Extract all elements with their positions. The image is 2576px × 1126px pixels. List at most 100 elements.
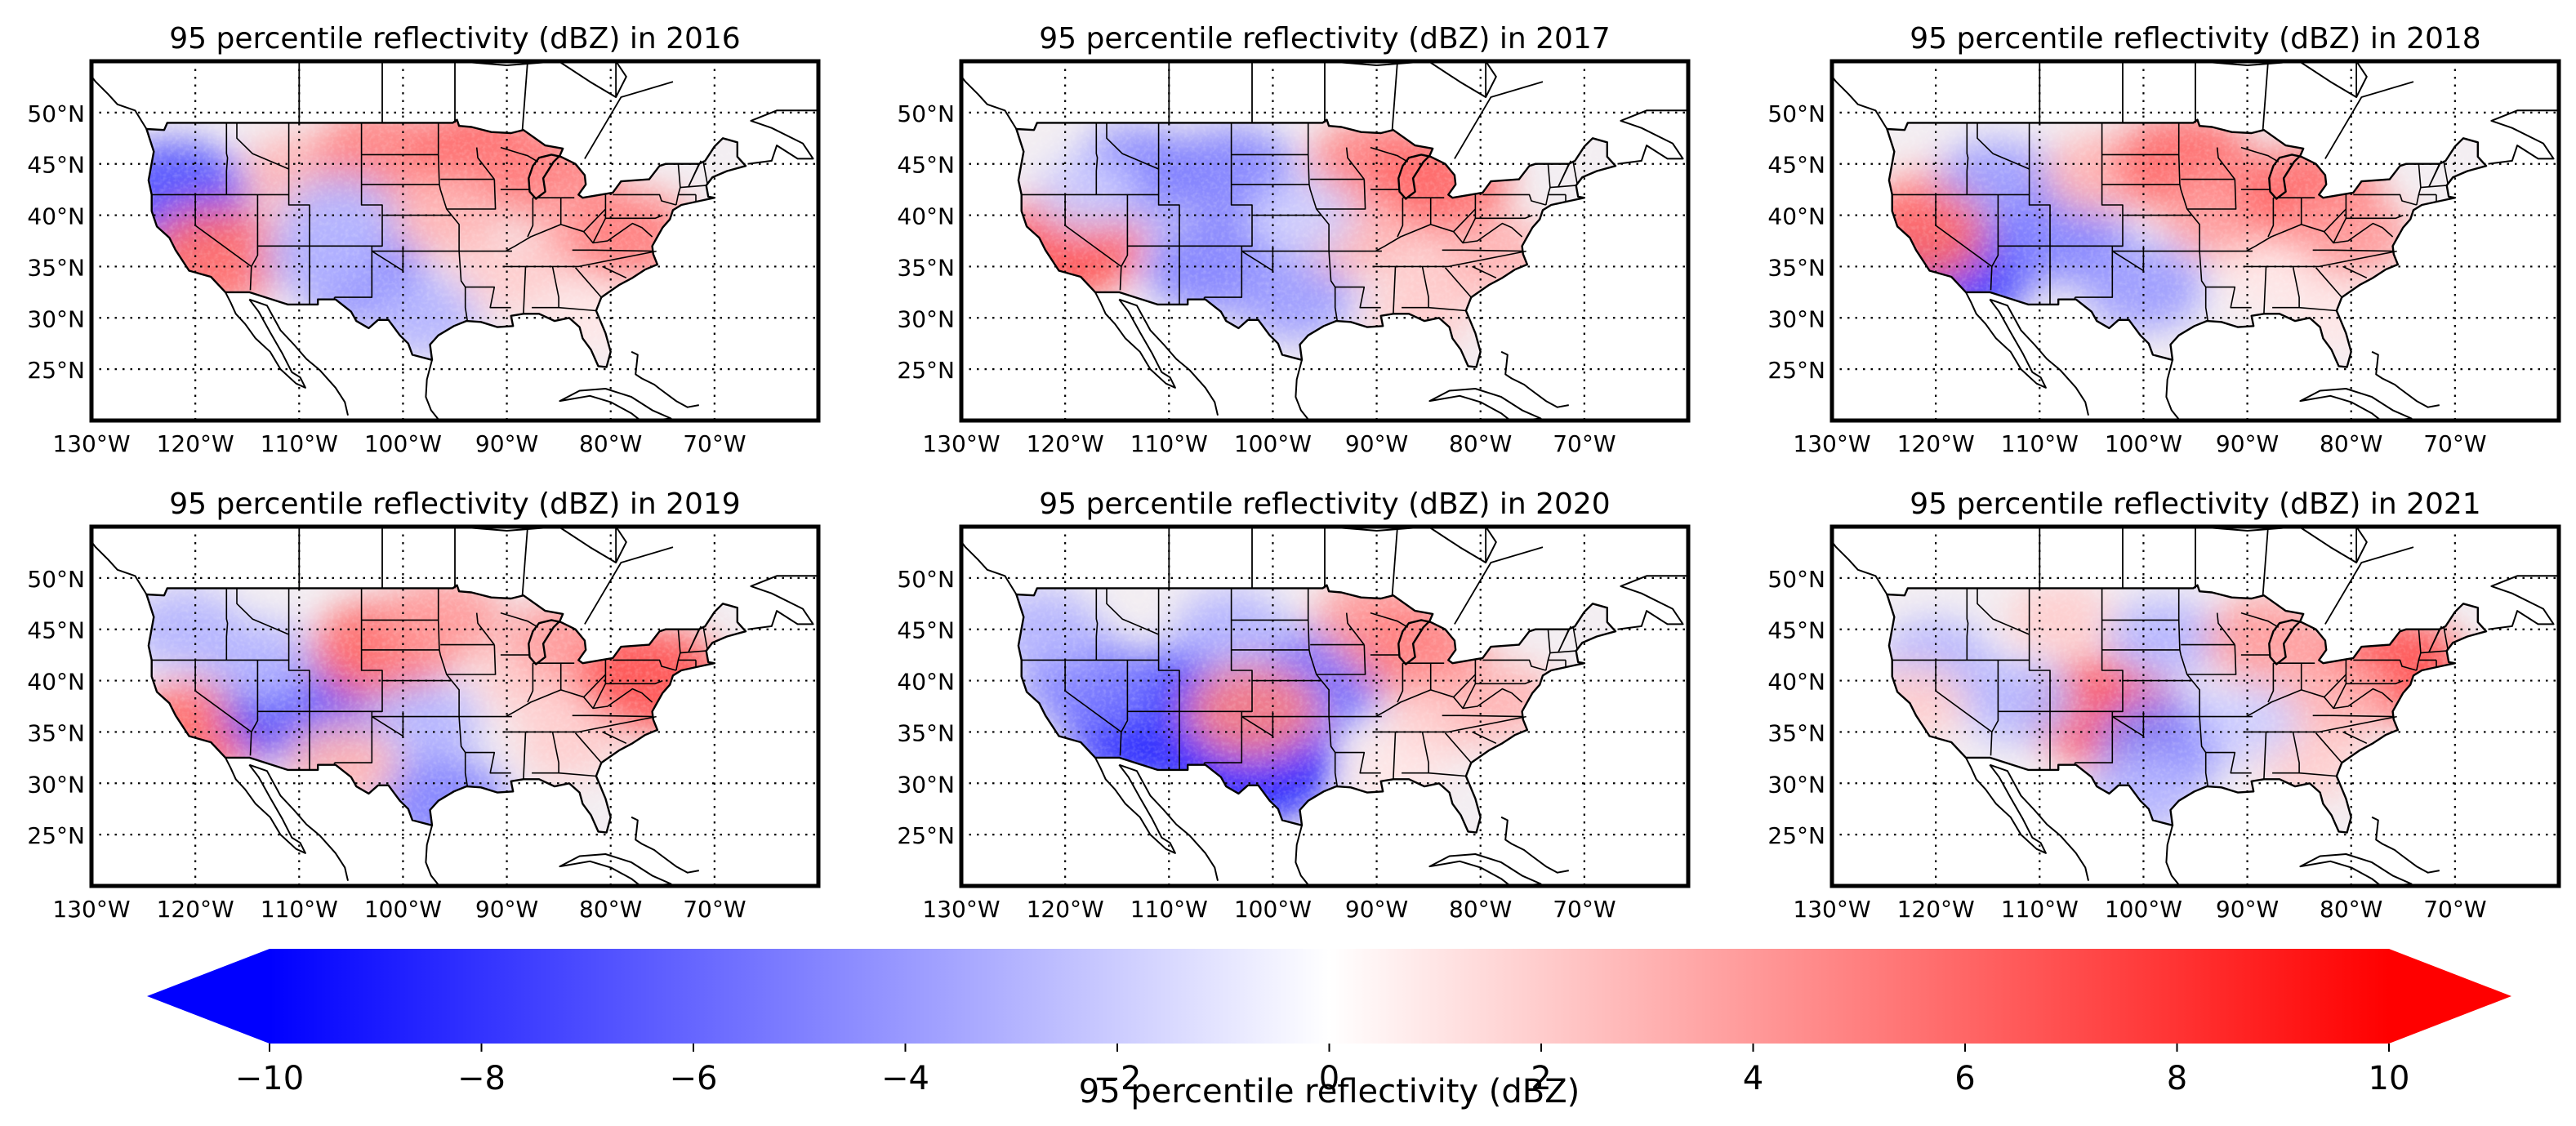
state-boundary <box>446 179 497 210</box>
anomaly-field <box>146 585 746 833</box>
graticule <box>91 61 818 421</box>
state-boundary <box>2416 629 2422 671</box>
state-boundary <box>2416 163 2422 206</box>
state-boundary <box>1345 147 1365 180</box>
state-boundary <box>592 217 607 243</box>
lon-tick-label: 130°W <box>922 896 1000 923</box>
outline-canada-province <box>1391 61 1398 131</box>
outline-conus <box>145 118 747 368</box>
outline-can <box>91 74 148 130</box>
outline-mex <box>1118 763 1219 881</box>
state-boundary <box>592 683 607 709</box>
colorbar-tick-label: −6 <box>670 1060 718 1097</box>
state-boundary <box>2272 732 2300 774</box>
lon-tick-label: 80°W <box>1449 430 1512 457</box>
state-boundary <box>1462 217 1477 243</box>
state-boundary <box>680 650 706 654</box>
lon-tick-label: 130°W <box>1793 896 1870 923</box>
map-frame <box>1829 524 2561 888</box>
lon-tick-label: 90°W <box>475 430 538 457</box>
map-frame <box>89 59 821 423</box>
outline-baja <box>1965 757 2047 854</box>
state-boundary <box>225 122 229 195</box>
lon-tick-label: 70°W <box>683 896 746 923</box>
state-boundary <box>702 625 708 649</box>
state-boundary <box>1370 612 1409 628</box>
lon-tick-label: 110°W <box>1130 896 1208 923</box>
lat-tick-label: 45°N <box>1767 617 1825 644</box>
graticule <box>961 527 1688 886</box>
map-frame <box>959 524 1691 888</box>
outline-conus <box>145 584 747 834</box>
state-boundary <box>559 306 596 312</box>
lat-tick-label: 30°N <box>897 305 955 332</box>
lon-tick-label: 120°W <box>1897 896 1975 923</box>
outline-newf <box>2488 109 2559 165</box>
outline-bahama <box>2371 350 2440 408</box>
state-boundary <box>2324 688 2394 710</box>
outline-hud <box>457 61 627 98</box>
outline-bahama <box>631 816 699 874</box>
state-boundary <box>446 644 497 675</box>
state-boundary <box>2443 625 2449 649</box>
state-boundary <box>572 714 653 718</box>
lon-tick-label: 110°W <box>1130 430 1208 457</box>
lon-tick-label: 100°W <box>1234 430 1312 457</box>
state-boundary <box>2299 772 2337 777</box>
state-boundary <box>505 208 606 252</box>
lat-tick-label: 40°N <box>897 203 955 230</box>
state-boundary <box>2342 265 2368 279</box>
state-boundary <box>2443 160 2449 184</box>
state-boundary <box>702 160 708 184</box>
outline-baja <box>1094 292 1176 389</box>
lat-tick-label: 40°N <box>27 669 85 696</box>
state-boundary <box>1397 198 1404 238</box>
outline-hud <box>457 527 627 563</box>
state-boundary <box>2272 266 2300 309</box>
state-boundary <box>500 146 539 162</box>
lat-tick-label: 25°N <box>897 357 955 384</box>
state-boundary <box>1375 715 1526 733</box>
lat-tick-label: 25°N <box>1767 357 1825 384</box>
state-boundary <box>675 629 681 671</box>
state-boundary <box>1572 160 1578 184</box>
state-boundary <box>1241 711 1330 737</box>
lat-tick-label: 35°N <box>897 719 955 746</box>
state-boundary <box>1966 588 1969 661</box>
state-boundary <box>2333 683 2347 709</box>
colorbar-tick-label: 0 <box>1319 1060 1339 1097</box>
lat-tick-label: 35°N <box>897 254 955 281</box>
map-frame <box>89 524 821 888</box>
state-boundary <box>1241 246 1330 272</box>
state-boundary <box>371 711 460 737</box>
state-boundary <box>2205 751 2252 774</box>
outline-canada-province <box>584 546 674 625</box>
map-panel-p2021: 95 percentile reflectivity (dBZ) in 2021… <box>1767 487 2561 923</box>
state-boundary <box>2324 222 2394 244</box>
state-boundary <box>2186 644 2237 675</box>
panel-title: 95 percentile reflectivity (dBZ) in 2018 <box>1910 22 2480 56</box>
lat-tick-label: 25°N <box>27 357 85 384</box>
state-boundary <box>475 612 495 646</box>
outline-mex <box>248 763 349 881</box>
state-boundary <box>1442 249 1523 252</box>
state-boundary <box>2420 650 2447 654</box>
outline-cuba <box>559 388 672 421</box>
map-panel-p2019: 95 percentile reflectivity (dBZ) in 2019… <box>27 487 821 923</box>
outline-can <box>961 540 1018 595</box>
lon-tick-label: 130°W <box>1793 430 1870 457</box>
lat-tick-label: 30°N <box>897 771 955 798</box>
state-boundary <box>505 674 606 718</box>
state-boundary <box>1482 194 1547 206</box>
lon-tick-label: 90°W <box>1345 896 1408 923</box>
state-boundary <box>1428 306 1466 312</box>
outline-canada-province <box>1391 527 1398 596</box>
state-boundary <box>2028 122 2051 305</box>
lon-tick-label: 110°W <box>261 430 338 457</box>
state-boundary <box>1393 732 1397 780</box>
state-boundary <box>1545 163 1551 206</box>
map-frame <box>959 59 1691 423</box>
state-boundary <box>1393 266 1397 314</box>
outline-canada-province <box>521 527 528 596</box>
outline-canada-province <box>1454 546 1544 625</box>
